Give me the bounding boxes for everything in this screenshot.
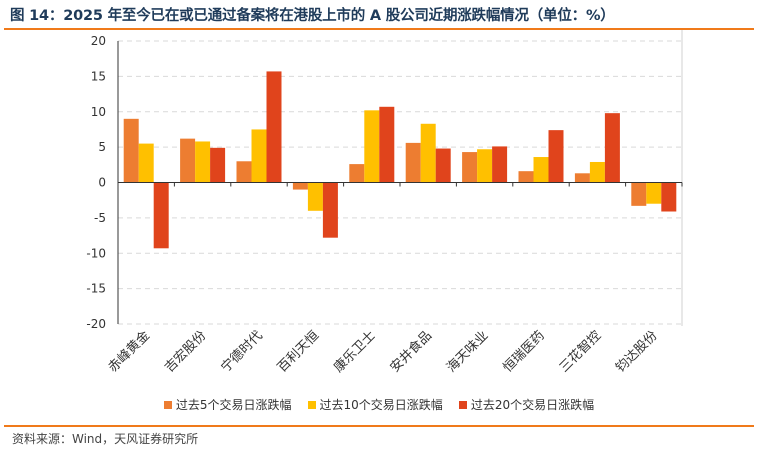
y-tick-label: -20 — [86, 317, 106, 331]
x-tick-label: 赤峰黄金 — [105, 328, 153, 376]
bar — [123, 118, 139, 183]
legend-label: 过去20个交易日涨跌幅 — [470, 398, 595, 412]
legend-item: 过去5个交易日涨跌幅 — [163, 396, 292, 413]
bar — [661, 182, 677, 212]
y-tick-label: 5 — [98, 140, 106, 154]
legend-item: 过去10个交易日涨跌幅 — [307, 396, 443, 413]
bar — [604, 113, 620, 183]
legend-swatch — [163, 400, 172, 409]
bar — [462, 152, 478, 183]
legend-label: 过去10个交易日涨跌幅 — [319, 398, 443, 412]
x-tick-label: 安井食品 — [387, 328, 435, 376]
bar — [492, 146, 508, 183]
bar — [379, 106, 395, 183]
bar-chart: 20 15 10 5 0 -5 -10 -15 -20赤峰黄金 吉宏股份 宁德时代 百利天恒 康乐卫士安… — [86, 30, 683, 376]
bar — [138, 143, 154, 183]
bar — [435, 148, 451, 183]
bar — [574, 173, 590, 183]
legend-item: 过去20个交易日涨跌幅 — [458, 396, 595, 413]
bar — [210, 147, 226, 183]
bar — [195, 141, 211, 183]
x-tick-label: 三花智控 — [556, 328, 604, 376]
bar — [180, 138, 196, 183]
x-tick-label: 海天味业 — [444, 328, 491, 375]
legend-label: 过去5个交易日涨跌幅 — [175, 398, 292, 412]
legend-swatch — [307, 400, 316, 409]
bar — [405, 142, 421, 183]
bar — [533, 157, 549, 183]
x-tick-label: 钧达股份 — [613, 328, 660, 375]
bar — [153, 182, 169, 249]
legend-swatch — [458, 400, 467, 409]
y-tick-label: -15 — [86, 282, 106, 296]
bar — [349, 164, 365, 183]
y-tick-label: -5 — [94, 211, 106, 225]
bar — [251, 129, 267, 183]
x-tick-label: 百利天恒 — [275, 328, 322, 375]
y-tick-label: 10 — [91, 105, 106, 119]
bar — [420, 123, 436, 183]
bar — [236, 161, 252, 183]
bar — [548, 130, 564, 183]
y-tick-label: 0 — [98, 176, 106, 190]
bar — [646, 182, 662, 204]
y-tick-label: 15 — [91, 69, 106, 83]
bottom-divider — [4, 425, 754, 427]
source-note: 资料来源：Wind，天风证券研究所 — [12, 432, 199, 446]
x-tick-label: 恒瑞医药 — [500, 328, 547, 375]
x-tick-label: 宁德时代 — [218, 328, 266, 376]
bar — [322, 182, 338, 238]
bar — [589, 161, 605, 183]
bar — [307, 182, 323, 211]
bar — [631, 182, 647, 206]
y-tick-label: 20 — [91, 34, 106, 48]
bar — [518, 171, 534, 183]
y-tick-label: -10 — [86, 246, 106, 260]
chart-title: 图 14：2025 年至今已在或已通过备案将在港股上市的 A 股公司近期涨跌幅情… — [10, 8, 615, 24]
bar — [292, 182, 308, 190]
x-tick-label: 吉宏股份 — [162, 328, 209, 375]
bar — [477, 149, 493, 183]
top-divider — [4, 28, 754, 30]
bar — [266, 71, 282, 183]
chart-legend: 过去5个交易日涨跌幅 过去10个交易日涨跌幅 过去20个交易日涨跌幅 — [0, 396, 758, 413]
bar — [364, 110, 380, 183]
x-tick-label: 康乐卫士 — [331, 328, 379, 376]
